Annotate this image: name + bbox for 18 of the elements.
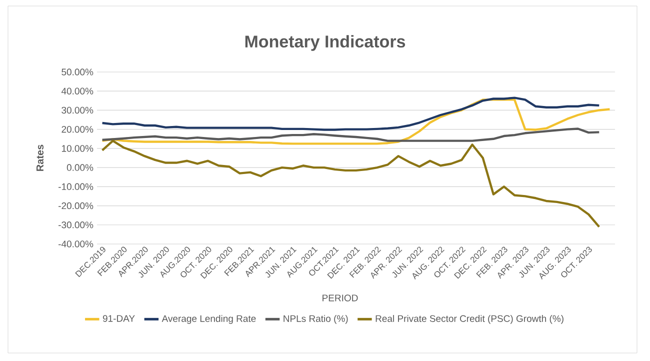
legend-label: NPLs Ratio (%) — [284, 314, 348, 324]
x-axis-title: PERIOD — [322, 294, 358, 302]
legend-label: Average Lending Rate — [162, 314, 256, 324]
y-tick-label: -20.00% — [58, 202, 94, 210]
y-tick-label: 0.00% — [66, 164, 94, 171]
y-tick-label: 30.00% — [62, 106, 94, 114]
y-tick-label: -40.00% — [58, 240, 94, 248]
y-tick-label: 40.00% — [61, 88, 94, 94]
y-tick-label: 20.00% — [62, 126, 94, 133]
y-tick-label: -30.00% — [58, 222, 94, 228]
y-tick-label: -10.00% — [58, 183, 94, 190]
y-tick-label: 50.00% — [62, 68, 94, 76]
y-tick-label: 10.00% — [62, 145, 94, 152]
legend-label: 91-DAY — [102, 315, 135, 322]
legend-label: Real Private Sector Credit (PSC) Growth (%) — [376, 314, 564, 324]
line-series — [101, 140, 600, 228]
y-axis-title: Rates — [36, 144, 44, 171]
chart-title: Monetary Indicators — [245, 35, 406, 51]
